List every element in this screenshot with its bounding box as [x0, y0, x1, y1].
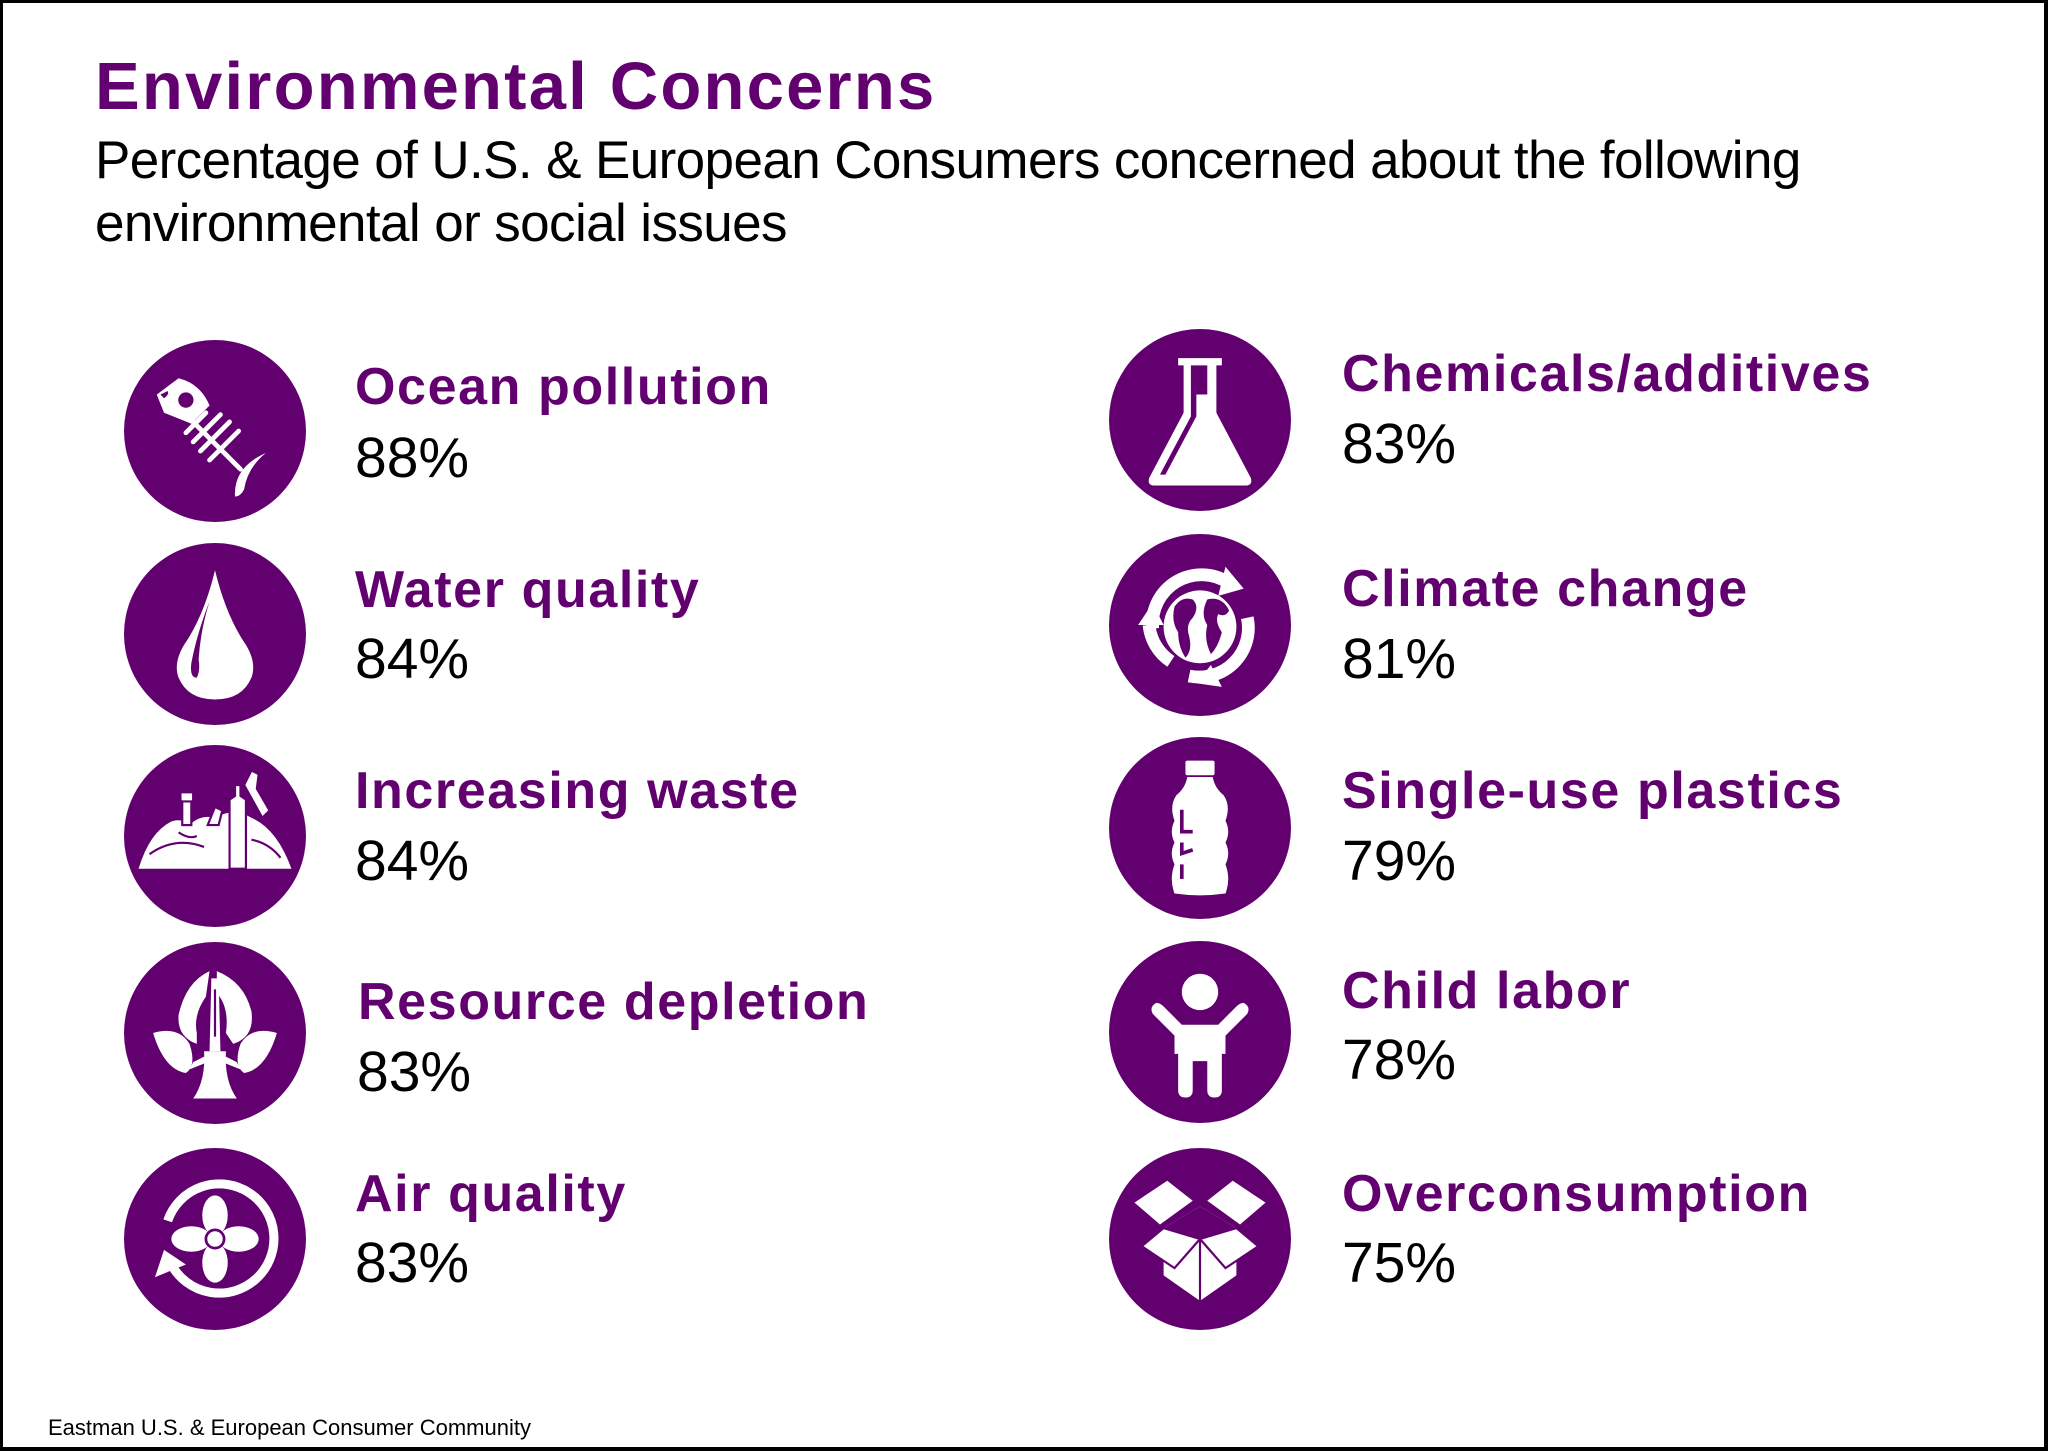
concern-percentage: 83%: [1342, 412, 1457, 476]
page-subtitle: Percentage of U.S. & European Consumers …: [95, 131, 1801, 253]
concern-label: Ocean pollution: [355, 358, 772, 416]
concern-percentage: 83%: [357, 1040, 472, 1104]
concern-label: Child labor: [1342, 962, 1632, 1020]
concern-label: Overconsumption: [1342, 1165, 1811, 1223]
fish-skeleton-icon: [124, 340, 306, 522]
concern-percentage: 81%: [1342, 627, 1457, 691]
concern-percentage: 84%: [355, 829, 470, 893]
concern-percentage: 84%: [355, 627, 470, 691]
concern-label: Air quality: [355, 1165, 627, 1223]
concern-label: Increasing waste: [355, 762, 800, 820]
page-title: Environmental Concerns: [95, 49, 937, 124]
concern-label: Climate change: [1342, 560, 1749, 618]
plant-icon: [124, 942, 306, 1124]
globe-cycle-icon: [1109, 534, 1291, 716]
concern-percentage: 79%: [1342, 829, 1457, 893]
fan-cycle-icon: [124, 1148, 306, 1330]
water-drop-icon: [124, 543, 306, 725]
child-icon: [1109, 941, 1291, 1123]
open-box-icon: [1109, 1148, 1291, 1330]
concern-percentage: 88%: [355, 426, 470, 490]
concern-label: Resource depletion: [358, 973, 870, 1031]
waste-pile-icon: [124, 745, 306, 927]
source-footnote: Eastman U.S. & European Consumer Communi…: [48, 1415, 531, 1440]
plastic-bottle-icon: [1109, 737, 1291, 919]
concern-percentage: 83%: [355, 1231, 470, 1295]
concern-percentage: 78%: [1342, 1028, 1457, 1092]
flask-icon: [1109, 329, 1291, 511]
concern-label: Chemicals/additives: [1342, 345, 1873, 403]
concern-percentage: 75%: [1342, 1231, 1457, 1295]
concern-label: Single-use plastics: [1342, 762, 1844, 820]
concern-label: Water quality: [355, 561, 701, 619]
